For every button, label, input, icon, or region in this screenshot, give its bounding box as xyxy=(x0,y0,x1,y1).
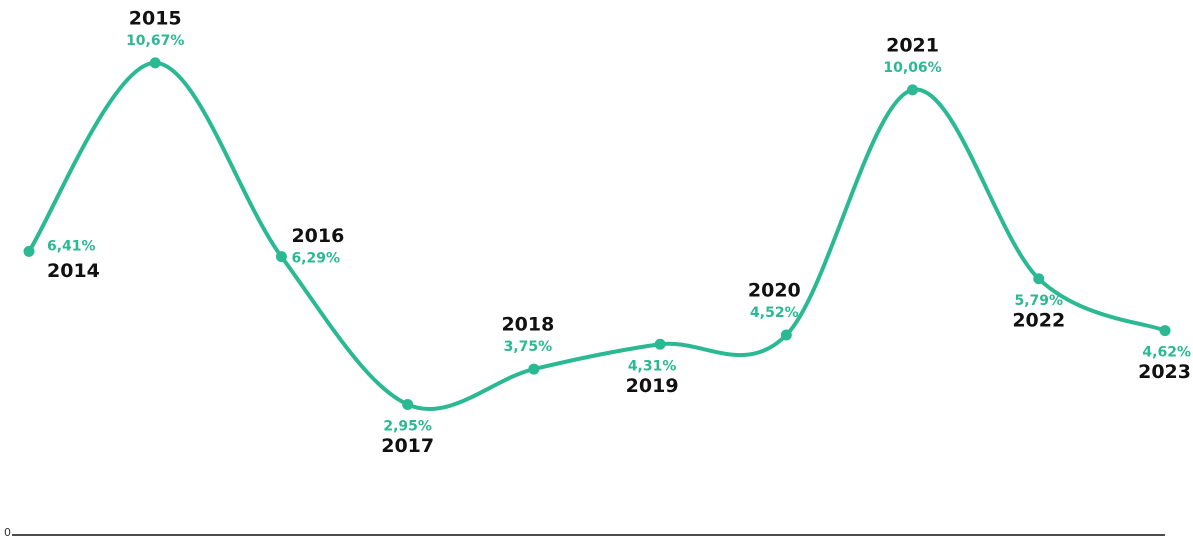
point xyxy=(528,363,540,375)
year-label: 2015 xyxy=(129,7,182,29)
value-label: 4,62% xyxy=(1142,345,1191,361)
year-label: 2021 xyxy=(886,34,939,56)
year-label: 2022 xyxy=(1012,309,1065,331)
year-label: 2014 xyxy=(47,260,100,282)
point xyxy=(1159,325,1171,337)
value-label: 4,52% xyxy=(750,305,799,321)
year-label: 2023 xyxy=(1138,361,1191,383)
value-label: 6,41% xyxy=(47,238,96,254)
value-label: 6,29% xyxy=(291,251,340,267)
line xyxy=(27,60,1166,411)
year-label: 2020 xyxy=(748,279,801,301)
value-label: 10,06% xyxy=(883,60,941,76)
point xyxy=(149,57,161,69)
value-label: 5,79% xyxy=(1014,293,1063,309)
year-label: 2017 xyxy=(381,435,434,457)
point xyxy=(1033,273,1045,285)
value-label: 4,31% xyxy=(628,358,677,374)
value-label: 2,95% xyxy=(383,418,432,434)
point xyxy=(23,245,35,257)
point xyxy=(275,251,287,263)
point xyxy=(402,398,414,410)
point xyxy=(780,329,792,341)
year-label: 2019 xyxy=(626,375,679,397)
value-label: 3,75% xyxy=(504,339,553,355)
point xyxy=(654,338,666,350)
year-label: 2016 xyxy=(291,225,344,247)
year-label: 2018 xyxy=(501,314,554,336)
y-tick-label: 0 xyxy=(4,526,11,537)
value-label: 10,67% xyxy=(126,33,184,49)
point xyxy=(907,84,919,96)
